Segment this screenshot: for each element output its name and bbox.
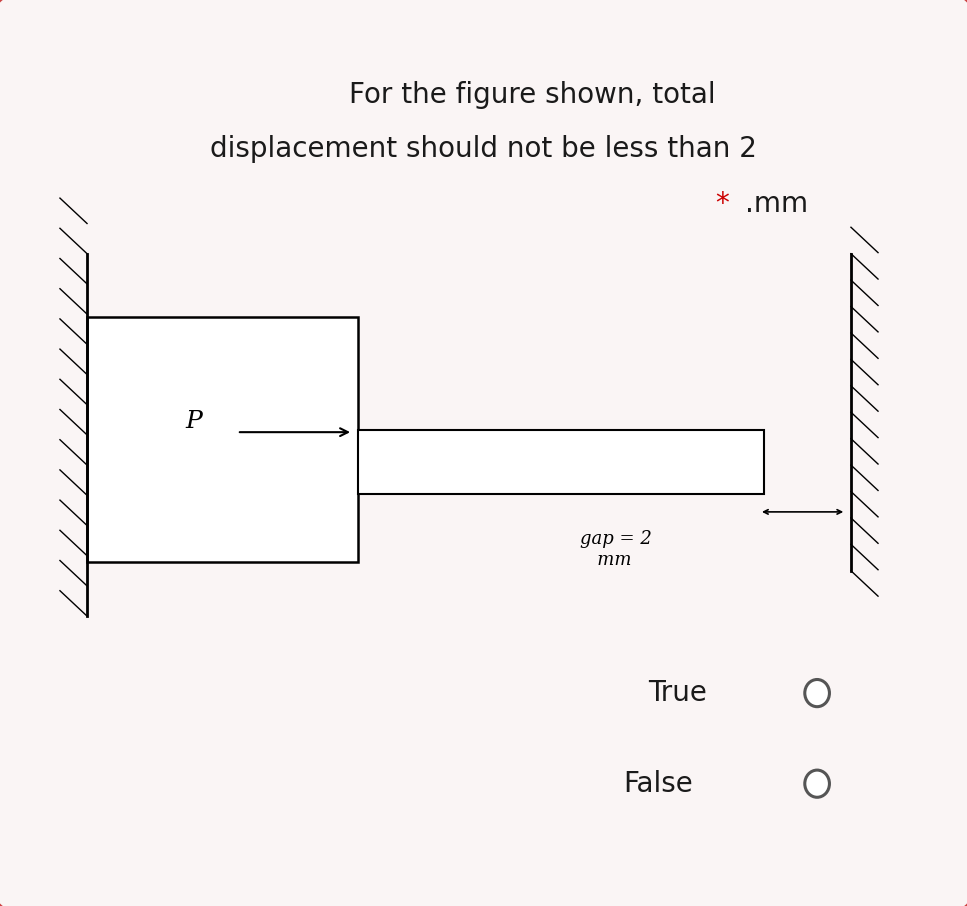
Text: gap = 2
   mm: gap = 2 mm	[580, 530, 652, 569]
Bar	[358, 430, 764, 494]
Text: displacement should not be less than 2: displacement should not be less than 2	[210, 136, 757, 163]
Ellipse shape	[805, 680, 830, 707]
Text: False: False	[624, 770, 693, 797]
Ellipse shape	[805, 770, 830, 797]
Bar	[87, 317, 358, 562]
Text: .mm: .mm	[745, 190, 807, 217]
Text: For the figure shown, total: For the figure shown, total	[348, 82, 716, 109]
Text: True: True	[648, 680, 707, 707]
Text: P: P	[185, 410, 202, 433]
Text: *: *	[716, 190, 729, 217]
